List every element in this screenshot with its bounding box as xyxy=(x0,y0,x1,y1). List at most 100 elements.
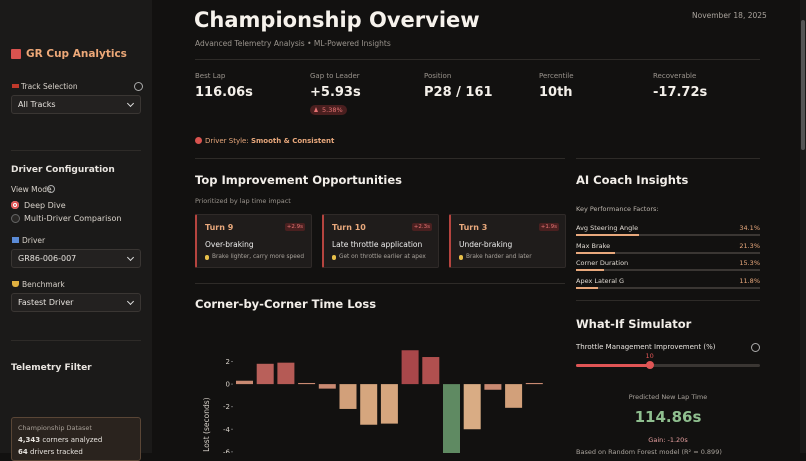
y-tick-label: -6 xyxy=(223,448,231,453)
help-icon[interactable] xyxy=(134,82,143,91)
dataset-box: Championship Dataset 4,343 corners analy… xyxy=(11,417,141,461)
opportunity-card: Turn 3 +1.9s Under-braking Brake harder and… xyxy=(449,214,566,268)
tip-icon xyxy=(459,255,463,260)
model-note: Based on Random Forest model (R² = 0.899… xyxy=(576,448,722,456)
bar xyxy=(443,384,460,453)
driver-value: GR86-006-007 xyxy=(18,254,77,263)
delta-arrow xyxy=(314,107,318,112)
y-tick-label: 0 xyxy=(226,381,230,389)
metric-value: +5.93s xyxy=(310,85,361,100)
card-issue: Over-braking xyxy=(205,240,254,249)
slider-thumb[interactable] xyxy=(645,361,654,369)
factors-title: Key Performance Factors: xyxy=(576,205,659,213)
factor-track xyxy=(576,234,760,236)
dataset-count: 4,343 xyxy=(18,436,41,444)
bar xyxy=(236,380,253,385)
bar xyxy=(318,384,336,389)
gain: Gain: -1.20s xyxy=(648,436,688,444)
factor-value: 11.8% xyxy=(739,276,760,285)
factor-name: Avg Steering Angle xyxy=(576,224,639,232)
slider-value: 10 xyxy=(645,352,654,360)
bar xyxy=(277,362,295,385)
flag-icon xyxy=(11,49,21,59)
slider-track xyxy=(576,364,760,367)
divider xyxy=(195,59,760,60)
factor-name: Apex Lateral G xyxy=(576,276,625,285)
card-tip: Brake harder and later xyxy=(466,254,532,260)
benchmark-select[interactable]: Fastest Driver xyxy=(11,293,141,312)
opportunity-card: Turn 9 +2.9s Over-braking Brake lighter, ca… xyxy=(195,214,312,268)
scrollbar[interactable] xyxy=(800,0,806,453)
section-title: AI Coach Insights xyxy=(576,173,689,187)
app-title: GR Cup Analytics xyxy=(26,48,127,60)
date: November 18, 2025 xyxy=(692,11,767,20)
bar xyxy=(484,384,502,390)
config-title: Driver Configuration xyxy=(11,165,115,175)
divider xyxy=(11,340,141,341)
metric-label: Position xyxy=(424,72,452,80)
factor-bar xyxy=(576,286,598,289)
scroll-thumb[interactable] xyxy=(801,20,805,150)
corner-chart: 2 0 -2 -4 -6 Time Lost (seconds) xyxy=(202,350,543,453)
view-option[interactable]: Multi-Driver Comparison xyxy=(24,214,122,223)
bar xyxy=(360,384,378,425)
help-icon[interactable] xyxy=(751,343,760,352)
radio-on[interactable] xyxy=(11,201,19,209)
filter-title: Telemetry Filter xyxy=(11,363,92,373)
bar xyxy=(401,350,419,385)
chart-title: Corner-by-Corner Time Loss xyxy=(195,297,377,311)
card-turn: Turn 10 xyxy=(332,223,366,232)
dataset-line: 4,343 corners analyzed xyxy=(18,436,102,444)
divider xyxy=(576,300,760,301)
factor-track xyxy=(576,251,760,254)
view-option[interactable]: Deep Dive xyxy=(24,201,66,210)
factor-value: 21.3% xyxy=(739,241,760,250)
benchmark-value: Fastest Driver xyxy=(18,298,74,307)
metric-label: Recoverable xyxy=(653,72,697,80)
driver-icon xyxy=(12,237,19,243)
bar xyxy=(298,382,316,385)
card-tip: Get on throttle earlier at apex xyxy=(339,254,426,260)
bar xyxy=(339,384,357,409)
bar xyxy=(422,357,440,385)
driver-select[interactable]: GR86-006-007 xyxy=(11,249,141,268)
factor-bar xyxy=(576,251,616,254)
track-select[interactable]: All Tracks xyxy=(11,95,141,114)
track-value: All Tracks xyxy=(18,100,56,109)
metric-value: 10th xyxy=(539,85,573,100)
style-label: Driver Style: xyxy=(205,137,249,145)
dataset-text: corners analyzed xyxy=(42,436,103,444)
bar xyxy=(525,382,543,385)
page-title: Championship Overview xyxy=(194,8,480,32)
track-label: Track Selection xyxy=(21,82,78,91)
section-title: Top Improvement Opportunities xyxy=(195,173,402,187)
card-gain: +2.9s xyxy=(284,223,305,231)
bar xyxy=(256,363,274,385)
factor-track xyxy=(576,269,760,271)
trophy-icon xyxy=(12,281,19,287)
card-gain: +2.3s xyxy=(411,223,432,231)
dataset-text: drivers tracked xyxy=(29,448,83,456)
section-title: What-If Simulator xyxy=(576,317,692,331)
section-subtitle: Prioritized by lap time impact xyxy=(195,197,291,205)
sidebar: GR Cup Analytics Track Selection All Tra… xyxy=(0,0,152,461)
predicted-label: Predicted New Lap Time xyxy=(628,393,708,401)
factor-track xyxy=(576,286,760,289)
style-value: Smooth & Consistent xyxy=(250,137,335,145)
factor-bar xyxy=(576,234,639,236)
bar xyxy=(380,384,398,424)
divider xyxy=(576,158,760,159)
y-tick-label: -2 xyxy=(223,403,230,411)
slider-label: Throttle Management Improvement (%) xyxy=(576,343,716,351)
factor-name: Corner Duration xyxy=(576,259,629,267)
radio-off[interactable] xyxy=(11,214,20,223)
opportunity-card: Turn 10 +2.3s Late throttle application Get… xyxy=(322,214,439,268)
card-issue: Late throttle application xyxy=(332,240,423,249)
divider xyxy=(195,283,565,284)
slider-fill xyxy=(576,364,650,367)
help-icon[interactable] xyxy=(47,185,55,193)
card-turn: Turn 9 xyxy=(205,223,234,232)
factor-value: 34.1% xyxy=(739,224,760,232)
card-turn: Turn 3 xyxy=(459,223,488,232)
